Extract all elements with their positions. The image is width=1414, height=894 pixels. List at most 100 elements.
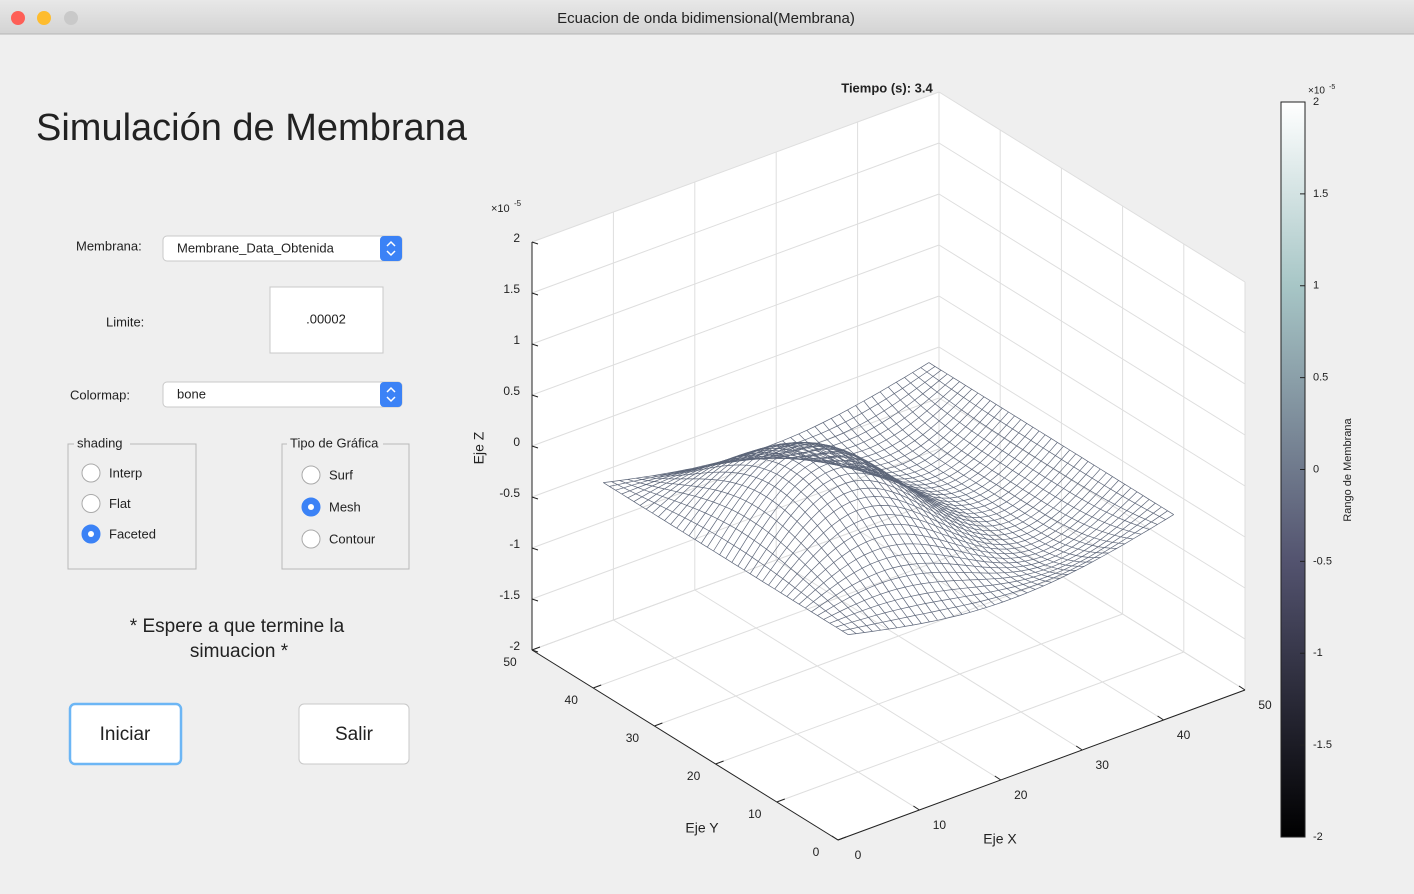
z-tick-label: 2: [513, 231, 520, 245]
x-tick: [1157, 715, 1164, 721]
mesh-line: [863, 400, 1109, 554]
radio-dot: [308, 504, 314, 510]
mesh-line: [904, 377, 1150, 530]
y-tick: [837, 836, 847, 841]
mesh-line: [928, 362, 1174, 515]
dropdown-arrow[interactable]: [380, 382, 402, 407]
y-tick-label: 50: [503, 655, 517, 669]
x-tick-label: 0: [855, 848, 862, 862]
grid-line: [775, 559, 1083, 751]
grid-line: [938, 295, 1246, 487]
y-tick-label: 0: [813, 845, 820, 859]
x-tick-label: 40: [1177, 728, 1191, 742]
mesh-line: [871, 396, 1117, 549]
colorbar-tick-label: -1.5: [1313, 739, 1332, 751]
membrana-label: Membrana:: [76, 238, 142, 253]
x-tick: [913, 805, 920, 811]
salir-label: Salir: [335, 724, 374, 745]
dropdown-arrow[interactable]: [380, 236, 402, 261]
grid-line: [938, 142, 1246, 334]
y-tick-label: 40: [565, 693, 579, 707]
mesh-line: [609, 366, 936, 487]
close-button[interactable]: [11, 11, 25, 25]
mesh-line: [658, 396, 985, 518]
radio-label: Surf: [329, 467, 353, 482]
iniciar-button[interactable]: [68, 702, 183, 766]
mesh-surface: [603, 362, 1174, 635]
z-tick: [531, 598, 539, 602]
radio-button[interactable]: [301, 529, 321, 549]
mesh-line: [822, 422, 1068, 575]
colorbar-tick-label: -2: [1313, 831, 1323, 843]
mesh-line: [700, 423, 1028, 544]
membrana-value: Membrane_Data_Obtenida: [177, 240, 335, 255]
mesh-line: [719, 434, 1046, 555]
y-axis: [531, 649, 839, 841]
colorbar-tick-label: 0.5: [1313, 372, 1328, 384]
grid-line: [654, 575, 1062, 727]
z-tick-label: 1.5: [503, 282, 520, 296]
plot-area: -2-1.5-1-0.500.511.520102030405001020304…: [499, 91, 1272, 862]
mesh-line: [855, 405, 1101, 559]
z-tick: [531, 547, 539, 551]
x-tick-label: 30: [1096, 758, 1110, 772]
z-exponent: ×10: [491, 203, 510, 215]
z-tick: [531, 445, 539, 449]
grid-line: [694, 589, 1002, 781]
radio-button[interactable]: [301, 465, 321, 485]
warning-line: simuacion *: [190, 641, 289, 662]
x-tick-label: 10: [933, 818, 947, 832]
z-tick: [531, 496, 539, 500]
colorbar-tick-label: 1.5: [1313, 188, 1328, 200]
mesh-line: [839, 414, 1085, 567]
limite-label: Limite:: [106, 314, 144, 329]
mesh-line: [633, 381, 960, 502]
x-axis: [837, 689, 1246, 841]
mesh-line: [682, 411, 1009, 533]
radio-button[interactable]: [81, 494, 101, 513]
z-tick: [531, 649, 539, 653]
mesh-line: [621, 373, 948, 495]
colorbar-label: Rango de Membrana: [1342, 417, 1354, 521]
y-tick: [654, 722, 663, 727]
z-tick: [531, 343, 539, 347]
y-tick-label: 10: [748, 807, 762, 821]
y-tick: [531, 646, 541, 651]
radio-label: Interp: [109, 465, 142, 480]
grid-line: [613, 619, 920, 811]
mesh-line: [725, 438, 1052, 559]
x-tick: [1238, 685, 1246, 691]
salir-button[interactable]: [298, 703, 410, 765]
radio-label: Mesh: [329, 499, 361, 514]
y-tick-label: 30: [626, 731, 640, 745]
mesh-line: [713, 430, 1040, 552]
tipo-title: Tipo de Gráfica: [290, 435, 379, 450]
grid-line: [531, 193, 940, 345]
radio-label: Faceted: [109, 526, 156, 541]
colorbar-exponent: ×10: [1308, 86, 1325, 97]
radio-button[interactable]: [81, 463, 101, 483]
colorbar-tick-label: -0.5: [1313, 555, 1332, 567]
zoom-button[interactable]: [64, 11, 78, 25]
colorbar-tick-label: -1: [1313, 647, 1323, 659]
grid-line: [938, 499, 1246, 691]
grid-line: [938, 397, 1246, 589]
iniciar-label: Iniciar: [100, 724, 151, 745]
y-tick-label: 20: [687, 769, 701, 783]
grid-line: [531, 244, 940, 396]
grid-line: [938, 91, 1246, 283]
x-axis-label: Eje X: [983, 831, 1017, 847]
minimize-button[interactable]: [37, 11, 51, 25]
colormap-value: bone: [177, 386, 206, 401]
mesh-line: [879, 391, 1125, 545]
colorbar-exponent-power: -5: [1329, 84, 1335, 91]
y-tick: [593, 684, 602, 689]
grid-line: [938, 346, 1246, 538]
limite-input[interactable]: [269, 286, 384, 354]
grid-line: [938, 193, 1246, 385]
radio-label: Contour: [329, 531, 376, 546]
z-tick-label: -2: [509, 639, 520, 653]
y-tick: [776, 798, 785, 803]
